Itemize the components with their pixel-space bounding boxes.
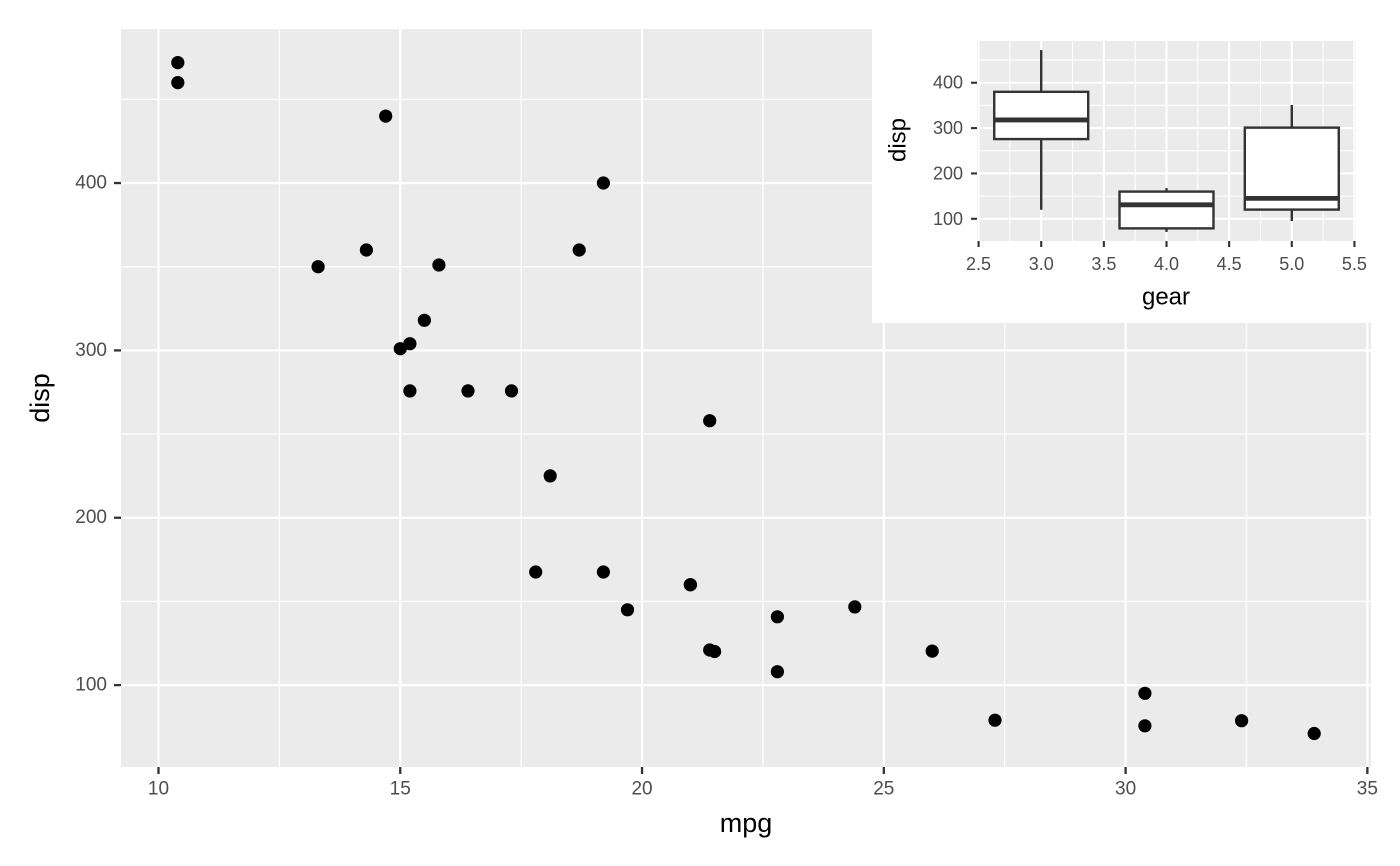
inset-x-tick-label: 3.0 — [1029, 254, 1054, 274]
x-tick-label: 25 — [873, 779, 894, 800]
y-axis-title: disp — [25, 373, 55, 423]
scatter-point — [1138, 686, 1152, 700]
x-tick-label: 20 — [631, 779, 652, 800]
inset-x-tick-label: 2.5 — [966, 254, 991, 274]
y-tick-label: 200 — [75, 507, 107, 528]
scatter-point — [703, 414, 717, 428]
y-tick-label: 100 — [75, 675, 107, 696]
inset-y-tick-label: 400 — [933, 73, 963, 93]
inset-y-tick-label: 300 — [933, 118, 963, 138]
scatter-point — [988, 713, 1002, 727]
x-tick-label: 35 — [1357, 779, 1378, 800]
boxplot-group — [993, 50, 1090, 210]
scatter-point — [1138, 719, 1152, 733]
inset-y-axis-title: disp — [885, 118, 912, 162]
boxplot-box — [1118, 190, 1215, 230]
scatter-point — [620, 603, 635, 617]
scatter-point — [461, 384, 475, 398]
scatter-point — [417, 313, 431, 327]
scatter-point — [393, 342, 407, 356]
inset-x-tick-label: 4.0 — [1154, 254, 1179, 274]
scatter-point — [925, 644, 939, 658]
scatter-point — [171, 76, 185, 90]
scatter-point — [311, 260, 325, 274]
scatter-point — [543, 469, 557, 483]
scatter-point — [848, 600, 862, 614]
scatter-point — [403, 384, 417, 398]
scatter-point — [770, 665, 785, 679]
scatter-point — [432, 258, 446, 272]
x-tick-label: 10 — [148, 779, 169, 800]
inset-x-tick-label: 3.5 — [1091, 254, 1116, 274]
inset-y-tick-label: 100 — [933, 209, 963, 229]
boxplot-group — [1243, 104, 1340, 222]
scatter-point — [171, 56, 185, 70]
y-tick-label: 400 — [75, 173, 107, 194]
boxplot-box — [1243, 126, 1340, 211]
scatter-point — [359, 243, 373, 257]
inset-x-tick-label: 5.0 — [1279, 254, 1304, 274]
inset-y-tick-label: 200 — [933, 163, 963, 183]
x-tick-label: 30 — [1115, 779, 1136, 800]
scatter-point — [1307, 726, 1321, 741]
x-axis-title: mpg — [720, 808, 773, 838]
scatter-point — [683, 578, 698, 592]
scatter-point — [572, 243, 586, 257]
scatter-point — [504, 384, 519, 398]
boxplot-group — [1118, 188, 1215, 232]
scatter-point — [770, 610, 785, 624]
scatter-point — [1235, 714, 1249, 728]
scatter-point — [529, 565, 543, 579]
inset-x-tick-label: 4.5 — [1217, 254, 1242, 274]
inset-x-tick-label: 5.5 — [1342, 254, 1367, 274]
scatter-point — [379, 109, 393, 123]
scatter-point — [703, 643, 717, 657]
scatter-point — [596, 565, 611, 579]
scatter-point — [596, 176, 611, 190]
inset-plot: 2.5 3.0 3.5 4.0 4.5 5.0 5.5 100 200 300 400 gear dis… — [872, 4, 1392, 323]
inset-x-axis-title: gear — [1142, 284, 1190, 311]
x-tick-label: 15 — [390, 779, 411, 800]
y-tick-label: 300 — [75, 340, 107, 361]
boxplot-box — [993, 90, 1090, 141]
